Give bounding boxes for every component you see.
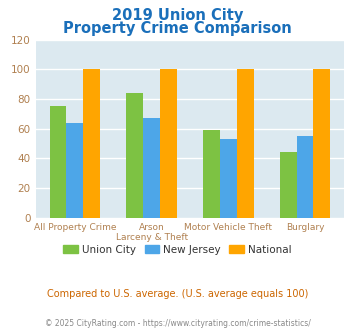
Bar [66,123,83,218]
Text: © 2025 CityRating.com - https://www.cityrating.com/crime-statistics/: © 2025 CityRating.com - https://www.city… [45,319,310,328]
Bar [50,106,66,218]
Bar [203,130,220,218]
Bar [296,136,313,218]
Bar [220,139,237,218]
Bar [160,69,177,218]
Bar [313,69,330,218]
Bar [280,152,296,218]
Bar [143,118,160,218]
Legend: Union City, New Jersey, National: Union City, New Jersey, National [59,241,296,259]
Text: Compared to U.S. average. (U.S. average equals 100): Compared to U.S. average. (U.S. average … [47,289,308,299]
Bar [83,69,100,218]
Bar [126,93,143,218]
Bar [237,69,253,218]
Text: 2019 Union City: 2019 Union City [112,8,243,23]
Text: Property Crime Comparison: Property Crime Comparison [63,21,292,36]
